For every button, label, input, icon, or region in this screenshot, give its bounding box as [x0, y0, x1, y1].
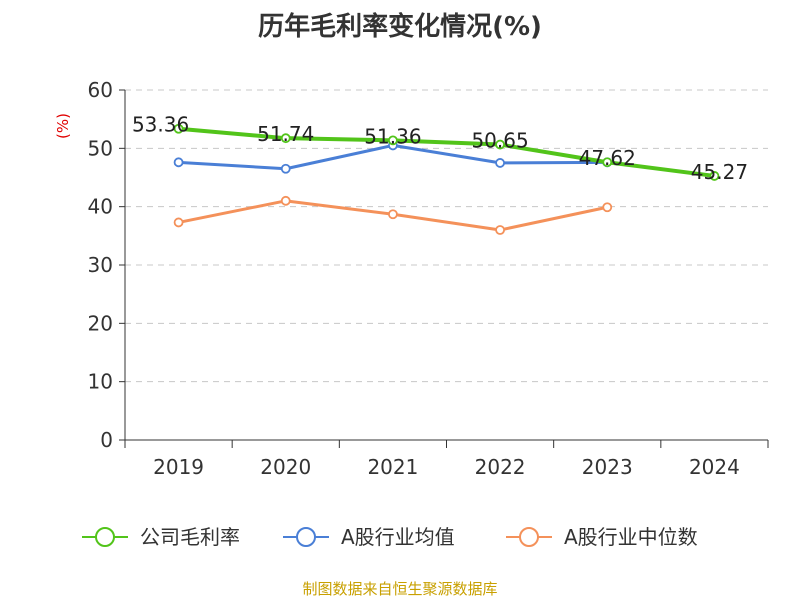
data-point-0	[388, 135, 398, 146]
legend-marker-icon	[296, 527, 316, 547]
series-line-0	[178, 126, 715, 178]
x-tick-label: 2020	[260, 455, 311, 479]
data-point-0	[280, 133, 291, 144]
data-point-2	[173, 217, 184, 228]
y-tick-label: 50	[88, 136, 113, 160]
data-label: 51.36	[364, 124, 421, 148]
y-tick-label: 30	[88, 253, 113, 277]
y-tick-label: 40	[88, 195, 113, 219]
data-point-0	[709, 171, 720, 181]
data-point-1	[173, 157, 184, 168]
grid-layer	[125, 89, 768, 383]
y-axis-unit-label: (%)	[54, 113, 72, 139]
data-point-2	[602, 202, 613, 213]
data-point-2	[280, 195, 291, 206]
data-label: 50.65	[471, 129, 528, 153]
y-tick-label: 0	[100, 428, 113, 452]
x-tick-label: 2019	[153, 455, 204, 479]
data-point-0	[602, 157, 613, 168]
legend-marker-icon	[95, 527, 115, 547]
legend-label: A股行业均值	[341, 525, 455, 549]
x-tick-label: 2023	[582, 455, 633, 479]
x-tick-label: 2024	[689, 455, 740, 479]
x-tick-label: 2022	[475, 455, 526, 479]
label-layer: 53.36 51.74 51.36 50.65 47.62 45.27	[132, 113, 748, 184]
legend-item-1[interactable]: A股行业均值	[283, 525, 455, 549]
data-point-1	[280, 163, 291, 174]
y-tick-label: 60	[88, 78, 113, 102]
data-point-0	[495, 139, 505, 150]
legend[interactable]: 公司毛利率 A股行业均值 A股行业中位数	[82, 525, 698, 549]
data-point-2	[388, 209, 398, 220]
data-label: 45.27	[691, 160, 748, 184]
legend-label: 公司毛利率	[140, 525, 240, 549]
y-tick-label: 20	[88, 311, 113, 335]
data-label: 51.74	[257, 122, 314, 146]
legend-marker-icon	[519, 527, 539, 547]
data-point-1	[495, 158, 505, 168]
legend-item-2[interactable]: A股行业中位数	[506, 525, 698, 549]
axis-layer: 0 10 20 30 40 50 60 2019 2020 2021 2022 2023 2024 (%)	[54, 78, 769, 479]
legend-item-0[interactable]: 公司毛利率	[82, 525, 240, 549]
y-tick-label: 10	[88, 370, 113, 394]
legend-label: A股行业中位数	[564, 525, 698, 549]
data-label: 47.62	[579, 146, 636, 170]
data-point-2	[495, 225, 505, 235]
data-source-footer: 制图数据来自恒生聚源数据库	[302, 580, 498, 598]
data-point-0	[173, 123, 184, 134]
x-tick-label: 2021	[367, 455, 418, 479]
series-layer	[173, 123, 720, 235]
chart-title: 历年毛利率变化情况(%)	[258, 12, 542, 42]
data-label: 53.36	[132, 113, 189, 137]
